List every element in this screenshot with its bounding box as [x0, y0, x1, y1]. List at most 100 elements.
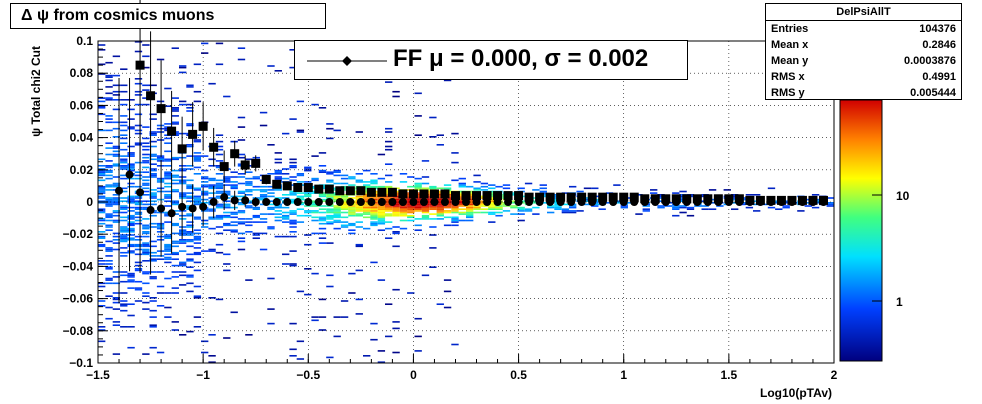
heat-cell — [363, 216, 371, 219]
heat-cell — [179, 181, 187, 183]
heat-cell — [348, 184, 356, 186]
heat-cell — [105, 147, 113, 149]
heat-cell — [363, 197, 371, 199]
heat-cell — [318, 211, 327, 214]
heat-cell — [370, 261, 378, 264]
heat-cell — [826, 205, 834, 207]
heat-cell — [134, 129, 143, 132]
heat-cell — [230, 213, 238, 215]
heat-cell — [495, 185, 503, 188]
heat-cell — [237, 190, 246, 193]
heat-cell — [399, 219, 408, 222]
heat-cell — [179, 168, 187, 170]
heat-cell — [753, 194, 761, 196]
heat-cell — [193, 218, 202, 220]
heat-cell — [149, 260, 157, 262]
heat-cell — [215, 216, 224, 219]
heat-cell — [436, 205, 444, 207]
heat-cell — [201, 210, 209, 212]
heat-cell — [164, 123, 172, 125]
heat-cell — [237, 192, 246, 194]
heat-cell — [333, 169, 341, 172]
heat-cell — [326, 171, 334, 174]
heat-cell — [201, 250, 209, 252]
heat-cell — [105, 214, 113, 217]
heat-cell — [811, 206, 820, 209]
heat-cell — [392, 198, 400, 201]
heat-cell — [672, 208, 680, 211]
heat-cell — [105, 268, 113, 270]
heat-cell — [127, 195, 135, 198]
heat-cell — [363, 227, 371, 230]
heat-cell — [149, 145, 157, 148]
heat-cell — [179, 264, 187, 267]
heat-cell — [134, 264, 143, 267]
data-point-circle — [661, 198, 670, 206]
heat-cell — [127, 239, 135, 241]
heat-cell — [414, 335, 422, 338]
heat-cell — [120, 148, 128, 151]
heat-cell — [98, 113, 106, 116]
heat-cell — [414, 194, 422, 196]
heat-cell — [127, 166, 135, 169]
heat-cell — [377, 229, 386, 232]
heat-cell — [532, 189, 540, 191]
heat-cell — [282, 132, 290, 135]
heat-cell — [385, 145, 393, 148]
heat-cell — [524, 182, 533, 185]
stats-value: 0.4991 — [922, 71, 956, 83]
heat-cell — [120, 124, 128, 127]
heat-cell — [164, 250, 172, 252]
heat-cell — [451, 161, 459, 164]
heat-cell — [429, 208, 437, 211]
heat-cell — [348, 206, 356, 209]
heat-cell — [120, 174, 128, 177]
heat-cell — [179, 226, 187, 228]
heat-cell — [134, 219, 143, 222]
heat-cell — [392, 90, 400, 93]
heat-cell — [142, 226, 150, 228]
heat-cell — [142, 176, 150, 178]
heat-cell — [392, 214, 400, 217]
data-point-circle — [314, 198, 323, 206]
heat-cell — [473, 208, 481, 211]
heat-cell — [510, 213, 518, 215]
heat-cell — [348, 213, 356, 215]
heat-cell — [127, 165, 135, 167]
heat-cell — [451, 343, 459, 346]
heat-cell — [98, 219, 106, 222]
heat-cell — [311, 319, 319, 322]
heat-cell — [458, 203, 466, 206]
heat-cell — [208, 165, 216, 167]
heat-cell — [134, 280, 143, 283]
heat-cell — [392, 327, 400, 330]
heat-cell — [112, 211, 121, 214]
data-point-circle — [504, 198, 513, 206]
heat-cell — [782, 205, 790, 207]
heat-cell — [149, 203, 157, 206]
heat-cell — [171, 115, 179, 117]
heat-cell — [547, 206, 555, 209]
heat-cell — [289, 322, 297, 325]
data-point-square — [135, 60, 145, 70]
heat-cell — [311, 216, 319, 219]
heat-cell — [208, 334, 216, 336]
heat-cell — [274, 152, 282, 154]
heat-cell — [215, 42, 224, 45]
heat-cell — [186, 123, 194, 125]
heat-cell — [355, 210, 363, 212]
heat-cell — [326, 274, 334, 277]
heat-cell — [377, 222, 386, 225]
heat-cell — [377, 153, 386, 156]
heat-cell — [495, 206, 503, 209]
data-point-square — [450, 191, 460, 201]
heat-cell — [363, 190, 371, 193]
heat-cell — [466, 206, 474, 209]
data-point-circle — [640, 198, 649, 206]
heat-cell — [127, 127, 135, 130]
data-point-square — [251, 158, 261, 168]
data-point-circle — [588, 198, 597, 206]
heat-cell — [326, 356, 334, 359]
heat-cell — [340, 300, 349, 302]
heat-cell — [289, 250, 297, 252]
